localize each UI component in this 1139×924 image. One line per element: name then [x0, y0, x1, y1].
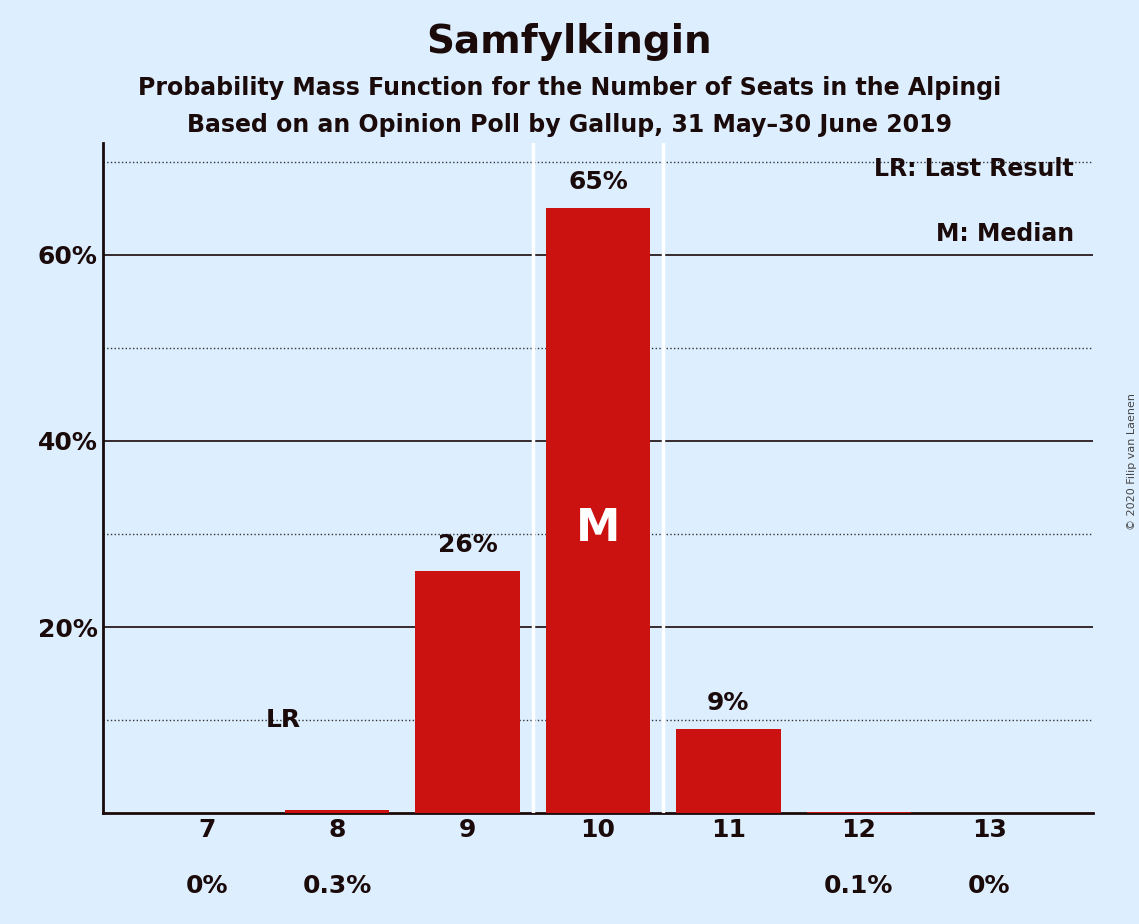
Bar: [546, 208, 650, 813]
Text: 0%: 0%: [186, 873, 228, 897]
Text: M: M: [576, 507, 620, 551]
Text: Samfylkingin: Samfylkingin: [427, 23, 712, 61]
Bar: [677, 729, 780, 813]
Text: © 2020 Filip van Laenen: © 2020 Filip van Laenen: [1126, 394, 1137, 530]
Text: LR: LR: [265, 708, 301, 732]
Bar: [416, 571, 519, 813]
Text: M: Median: M: Median: [936, 223, 1074, 247]
Text: Probability Mass Function for the Number of Seats in the Alpingi: Probability Mass Function for the Number…: [138, 76, 1001, 100]
Text: LR: Last Result: LR: Last Result: [874, 157, 1074, 181]
Text: Based on an Opinion Poll by Gallup, 31 May–30 June 2019: Based on an Opinion Poll by Gallup, 31 M…: [187, 113, 952, 137]
Text: 9%: 9%: [707, 691, 749, 715]
Text: 26%: 26%: [437, 533, 498, 557]
Text: 0.3%: 0.3%: [303, 873, 371, 897]
Text: 0.1%: 0.1%: [823, 873, 893, 897]
Bar: [285, 810, 390, 813]
Bar: [806, 812, 911, 813]
Text: 65%: 65%: [568, 170, 628, 194]
Text: 0%: 0%: [968, 873, 1010, 897]
